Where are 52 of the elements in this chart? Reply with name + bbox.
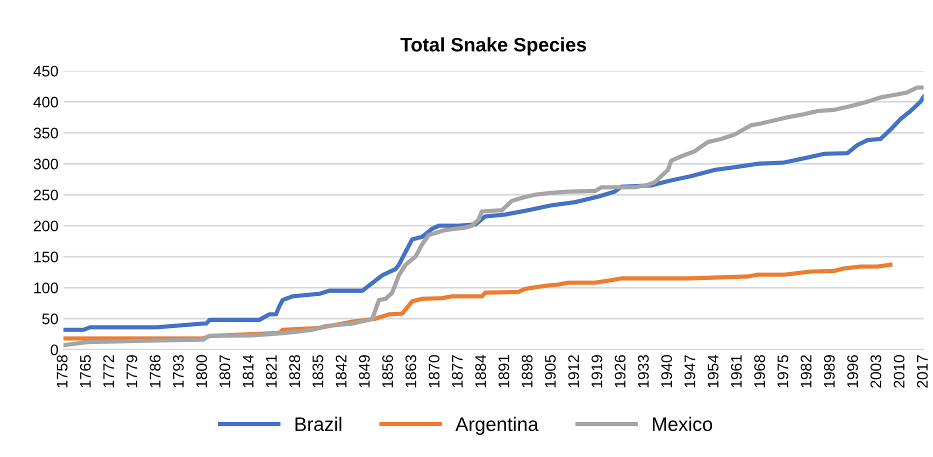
x-tick-label: 1996 — [847, 355, 858, 388]
x-tick-label: 1800 — [196, 355, 208, 388]
x-tick-label: 1926 — [614, 355, 626, 388]
x-tick-label: 1814 — [242, 354, 254, 388]
legend-label: Mexico — [652, 416, 712, 432]
x-tick-label: 1877 — [452, 355, 463, 388]
x-tick-label: 1919 — [591, 355, 602, 388]
x-tick-label: 1947 — [684, 355, 696, 388]
y-tick-label: 450 — [33, 66, 58, 77]
x-tick-label: 1828 — [289, 355, 300, 388]
y-tick-label: 0 — [50, 344, 58, 356]
x-tick-label: 1807 — [219, 355, 230, 388]
y-tick-label: 200 — [34, 220, 58, 232]
x-tick-label: 1765 — [80, 355, 91, 388]
x-tick-label: 1821 — [266, 355, 277, 388]
chart-title: Total Snake Species — [400, 37, 586, 56]
x-tick-label: 1835 — [312, 355, 324, 388]
x-tick-label: 1912 — [568, 355, 580, 388]
x-tick-label: 1905 — [544, 355, 556, 388]
x-tick-label: 1898 — [522, 355, 533, 388]
x-tick-label: 1961 — [730, 355, 742, 388]
x-tick-label: 1856 — [382, 355, 394, 388]
x-tick-label: 1940 — [661, 355, 672, 388]
x-tick-label: 1982 — [800, 355, 812, 388]
x-tick-label: 1842 — [336, 355, 347, 388]
y-tick-label: 400 — [33, 96, 58, 108]
x-tick-label: 1975 — [777, 355, 788, 388]
x-tick-label: 1758 — [56, 355, 68, 388]
x-tick-label: 1786 — [150, 355, 161, 388]
x-tick-label: 1772 — [103, 355, 114, 388]
x-tick-label: 1870 — [428, 355, 440, 388]
x-tick-label: 1863 — [405, 355, 416, 388]
x-tick-label: 1891 — [498, 355, 510, 388]
x-tick-label: 1884 — [475, 354, 486, 388]
x-tick-label: 1989 — [824, 355, 835, 388]
x-tick-label: 2017 — [916, 355, 928, 388]
y-tick-label: 100 — [34, 282, 58, 294]
x-tick-label: 2010 — [894, 355, 905, 388]
x-tick-label: 2003 — [870, 355, 882, 388]
legend-label: Argentina — [455, 416, 539, 435]
y-tick-label: 250 — [34, 190, 58, 200]
x-tick-label: 1793 — [172, 355, 184, 388]
x-tick-label: 1933 — [638, 355, 649, 388]
x-tick-label: 1954 — [708, 354, 719, 388]
x-tick-label: 1849 — [358, 355, 370, 388]
legend-label: Brazil — [296, 416, 342, 432]
y-tick-label: 300 — [34, 158, 58, 170]
y-tick-label: 150 — [34, 252, 58, 262]
x-tick-label: 1968 — [754, 355, 766, 388]
x-tick-label: 1779 — [126, 355, 138, 388]
y-tick-label: 350 — [34, 128, 58, 138]
y-tick-label: 50 — [42, 314, 58, 324]
